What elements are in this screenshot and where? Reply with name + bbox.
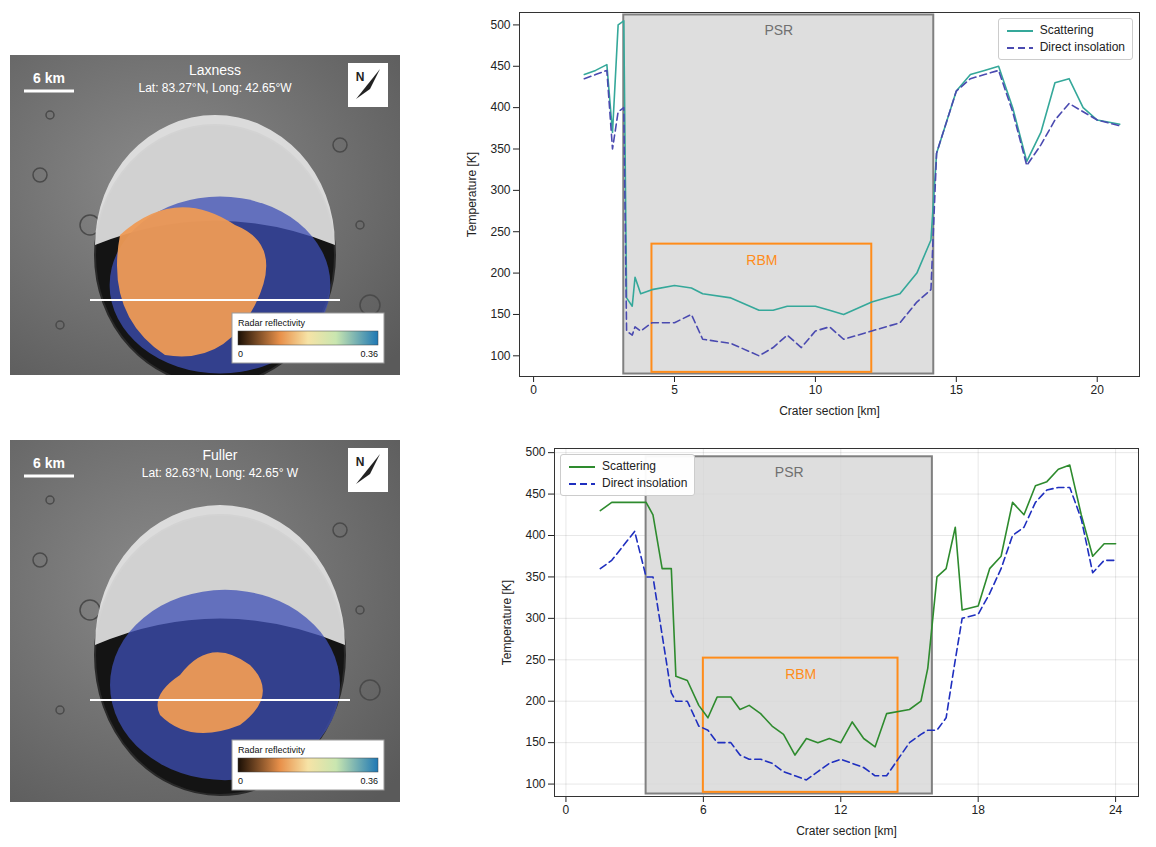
svg-text:100: 100 <box>490 349 510 363</box>
svg-text:6 km: 6 km <box>33 70 65 86</box>
svg-text:Radar reflectivity: Radar reflectivity <box>238 318 306 328</box>
svg-text:Crater section [km]: Crater section [km] <box>779 404 880 418</box>
svg-text:0: 0 <box>238 776 243 786</box>
svg-text:10: 10 <box>809 383 823 397</box>
svg-text:Crater section [km]: Crater section [km] <box>796 824 897 838</box>
svg-text:6 km: 6 km <box>33 455 65 471</box>
svg-text:12: 12 <box>834 803 848 817</box>
svg-text:450: 450 <box>525 487 545 501</box>
svg-text:N: N <box>356 70 365 84</box>
svg-text:Temperature [K]: Temperature [K] <box>500 580 514 665</box>
svg-text:20: 20 <box>1091 383 1105 397</box>
svg-text:PSR: PSR <box>775 464 804 480</box>
svg-text:Lat: 82.63°N, Long: 42.65° W: Lat: 82.63°N, Long: 42.65° W <box>142 466 299 480</box>
svg-text:RBM: RBM <box>785 666 816 682</box>
svg-text:100: 100 <box>525 777 545 791</box>
svg-text:RBM: RBM <box>746 252 777 268</box>
html-text:Scattering: Scattering <box>602 459 656 473</box>
html-text:Direct insolation: Direct insolation <box>602 476 688 490</box>
svg-text:N: N <box>356 455 365 469</box>
svg-text:300: 300 <box>525 611 545 625</box>
svg-text:PSR: PSR <box>764 22 793 38</box>
svg-text:Temperature [K]: Temperature [K] <box>465 152 479 237</box>
svg-text:0.36: 0.36 <box>360 776 378 786</box>
svg-text:400: 400 <box>525 528 545 542</box>
svg-text:500: 500 <box>525 445 545 459</box>
svg-text:Fuller: Fuller <box>202 447 237 463</box>
svg-text:5: 5 <box>671 383 678 397</box>
svg-text:Radar reflectivity: Radar reflectivity <box>238 745 306 755</box>
svg-text:350: 350 <box>525 570 545 584</box>
svg-text:18: 18 <box>972 803 986 817</box>
svg-text:250: 250 <box>490 225 510 239</box>
svg-text:200: 200 <box>490 266 510 280</box>
svg-text:350: 350 <box>490 142 510 156</box>
svg-text:6: 6 <box>700 803 707 817</box>
svg-text:0: 0 <box>563 803 570 817</box>
svg-text:Laxness: Laxness <box>189 62 241 78</box>
svg-text:150: 150 <box>490 307 510 321</box>
svg-text:500: 500 <box>490 18 510 32</box>
svg-text:0: 0 <box>530 383 537 397</box>
svg-text:450: 450 <box>490 59 510 73</box>
svg-text:300: 300 <box>490 183 510 197</box>
svg-text:200: 200 <box>525 694 545 708</box>
svg-text:Lat: 83.27°N, Long: 42.65°W: Lat: 83.27°N, Long: 42.65°W <box>138 81 292 95</box>
svg-text:400: 400 <box>490 100 510 114</box>
svg-text:0: 0 <box>238 349 243 359</box>
html-text:Scattering: Scattering <box>1039 23 1094 37</box>
html-text:Direct insolation: Direct insolation <box>1039 40 1125 54</box>
svg-text:15: 15 <box>950 383 964 397</box>
svg-text:250: 250 <box>525 653 545 667</box>
svg-text:24: 24 <box>1109 803 1123 817</box>
svg-text:0.36: 0.36 <box>360 349 378 359</box>
svg-text:150: 150 <box>525 735 545 749</box>
